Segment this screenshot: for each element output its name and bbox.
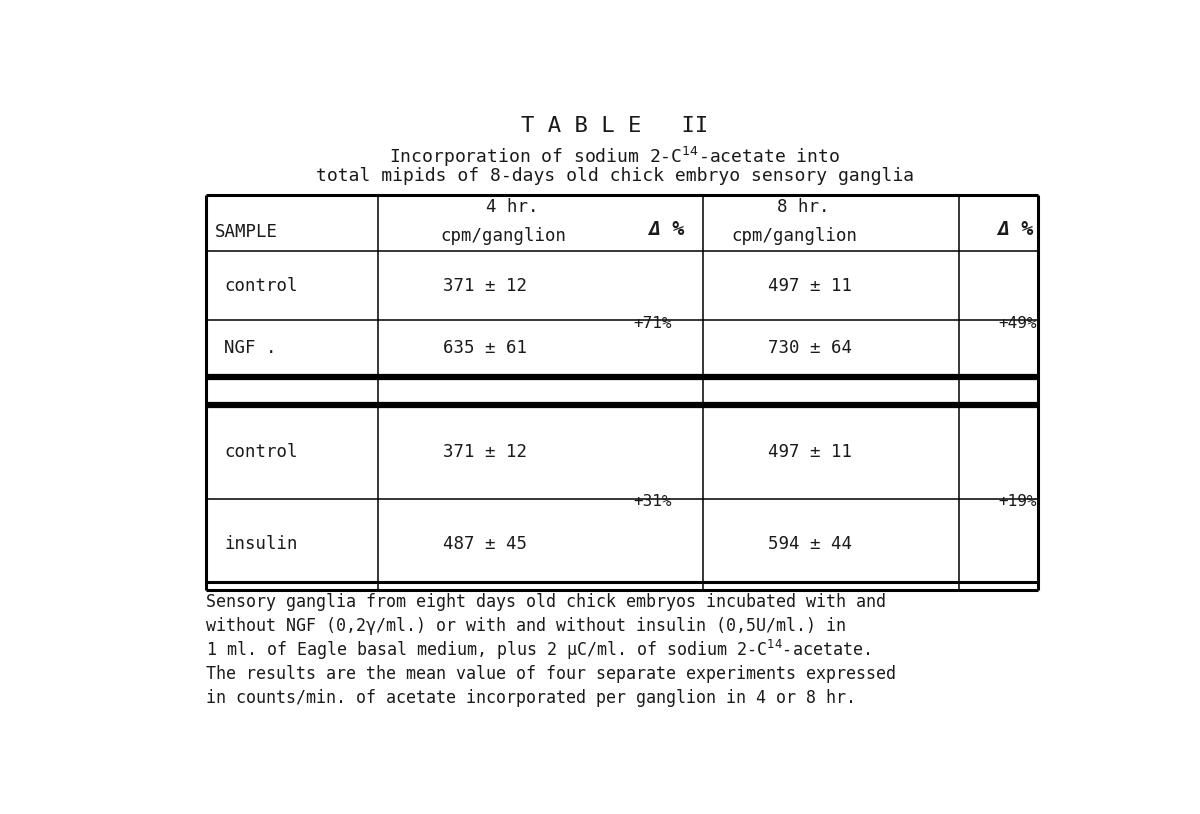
Text: 371 ± 12: 371 ± 12 [443,277,527,295]
Text: Incorporation of sodium 2-C$^{14}$-acetate into: Incorporation of sodium 2-C$^{14}$-aceta… [390,145,840,169]
Text: 1 ml. of Eagle basal medium, plus 2 μC/ml. of sodium 2-C$^{14}$-acetate.: 1 ml. of Eagle basal medium, plus 2 μC/m… [206,638,870,662]
Text: The results are the mean value of four separate experiments expressed: The results are the mean value of four s… [206,665,895,683]
Text: 497 ± 11: 497 ± 11 [768,443,852,461]
Text: 730 ± 64: 730 ± 64 [768,339,852,357]
Text: +19%: +19% [998,493,1037,509]
Text: insulin: insulin [224,536,298,554]
Text: 497 ± 11: 497 ± 11 [768,277,852,295]
Bar [206,195,1038,589]
Text: Sensory ganglia from eight days old chick embryos incubated with and: Sensory ganglia from eight days old chic… [206,593,886,611]
Text: SAMPLE: SAMPLE [215,223,278,242]
Text: cpm/ganglion: cpm/ganglion [731,226,857,244]
Text: 371 ± 12: 371 ± 12 [443,443,527,461]
Text: control: control [224,443,298,461]
Text: Δ %: Δ % [648,220,684,239]
Text: Δ %: Δ % [997,220,1033,239]
Text: +49%: +49% [998,316,1037,330]
Text: T A B L E   II: T A B L E II [521,116,709,136]
Text: 594 ± 44: 594 ± 44 [768,536,852,554]
Text: +71%: +71% [632,316,672,330]
Text: 635 ± 61: 635 ± 61 [443,339,527,357]
Text: 4 hr.: 4 hr. [486,199,539,217]
Text: cpm/ganglion: cpm/ganglion [440,226,566,244]
Text: total mipids of 8-days old chick embryo sensory ganglia: total mipids of 8-days old chick embryo … [316,167,914,185]
Text: 487 ± 45: 487 ± 45 [443,536,527,554]
Text: NGF .: NGF . [224,339,277,357]
Text: without NGF (0,2γ/ml.) or with and without insulin (0,5U/ml.) in: without NGF (0,2γ/ml.) or with and witho… [206,617,846,635]
Text: +31%: +31% [632,493,672,509]
Text: control: control [224,277,298,295]
Text: in counts/min. of acetate incorporated per ganglion in 4 or 8 hr.: in counts/min. of acetate incorporated p… [206,689,856,707]
Text: 8 hr.: 8 hr. [778,199,829,217]
